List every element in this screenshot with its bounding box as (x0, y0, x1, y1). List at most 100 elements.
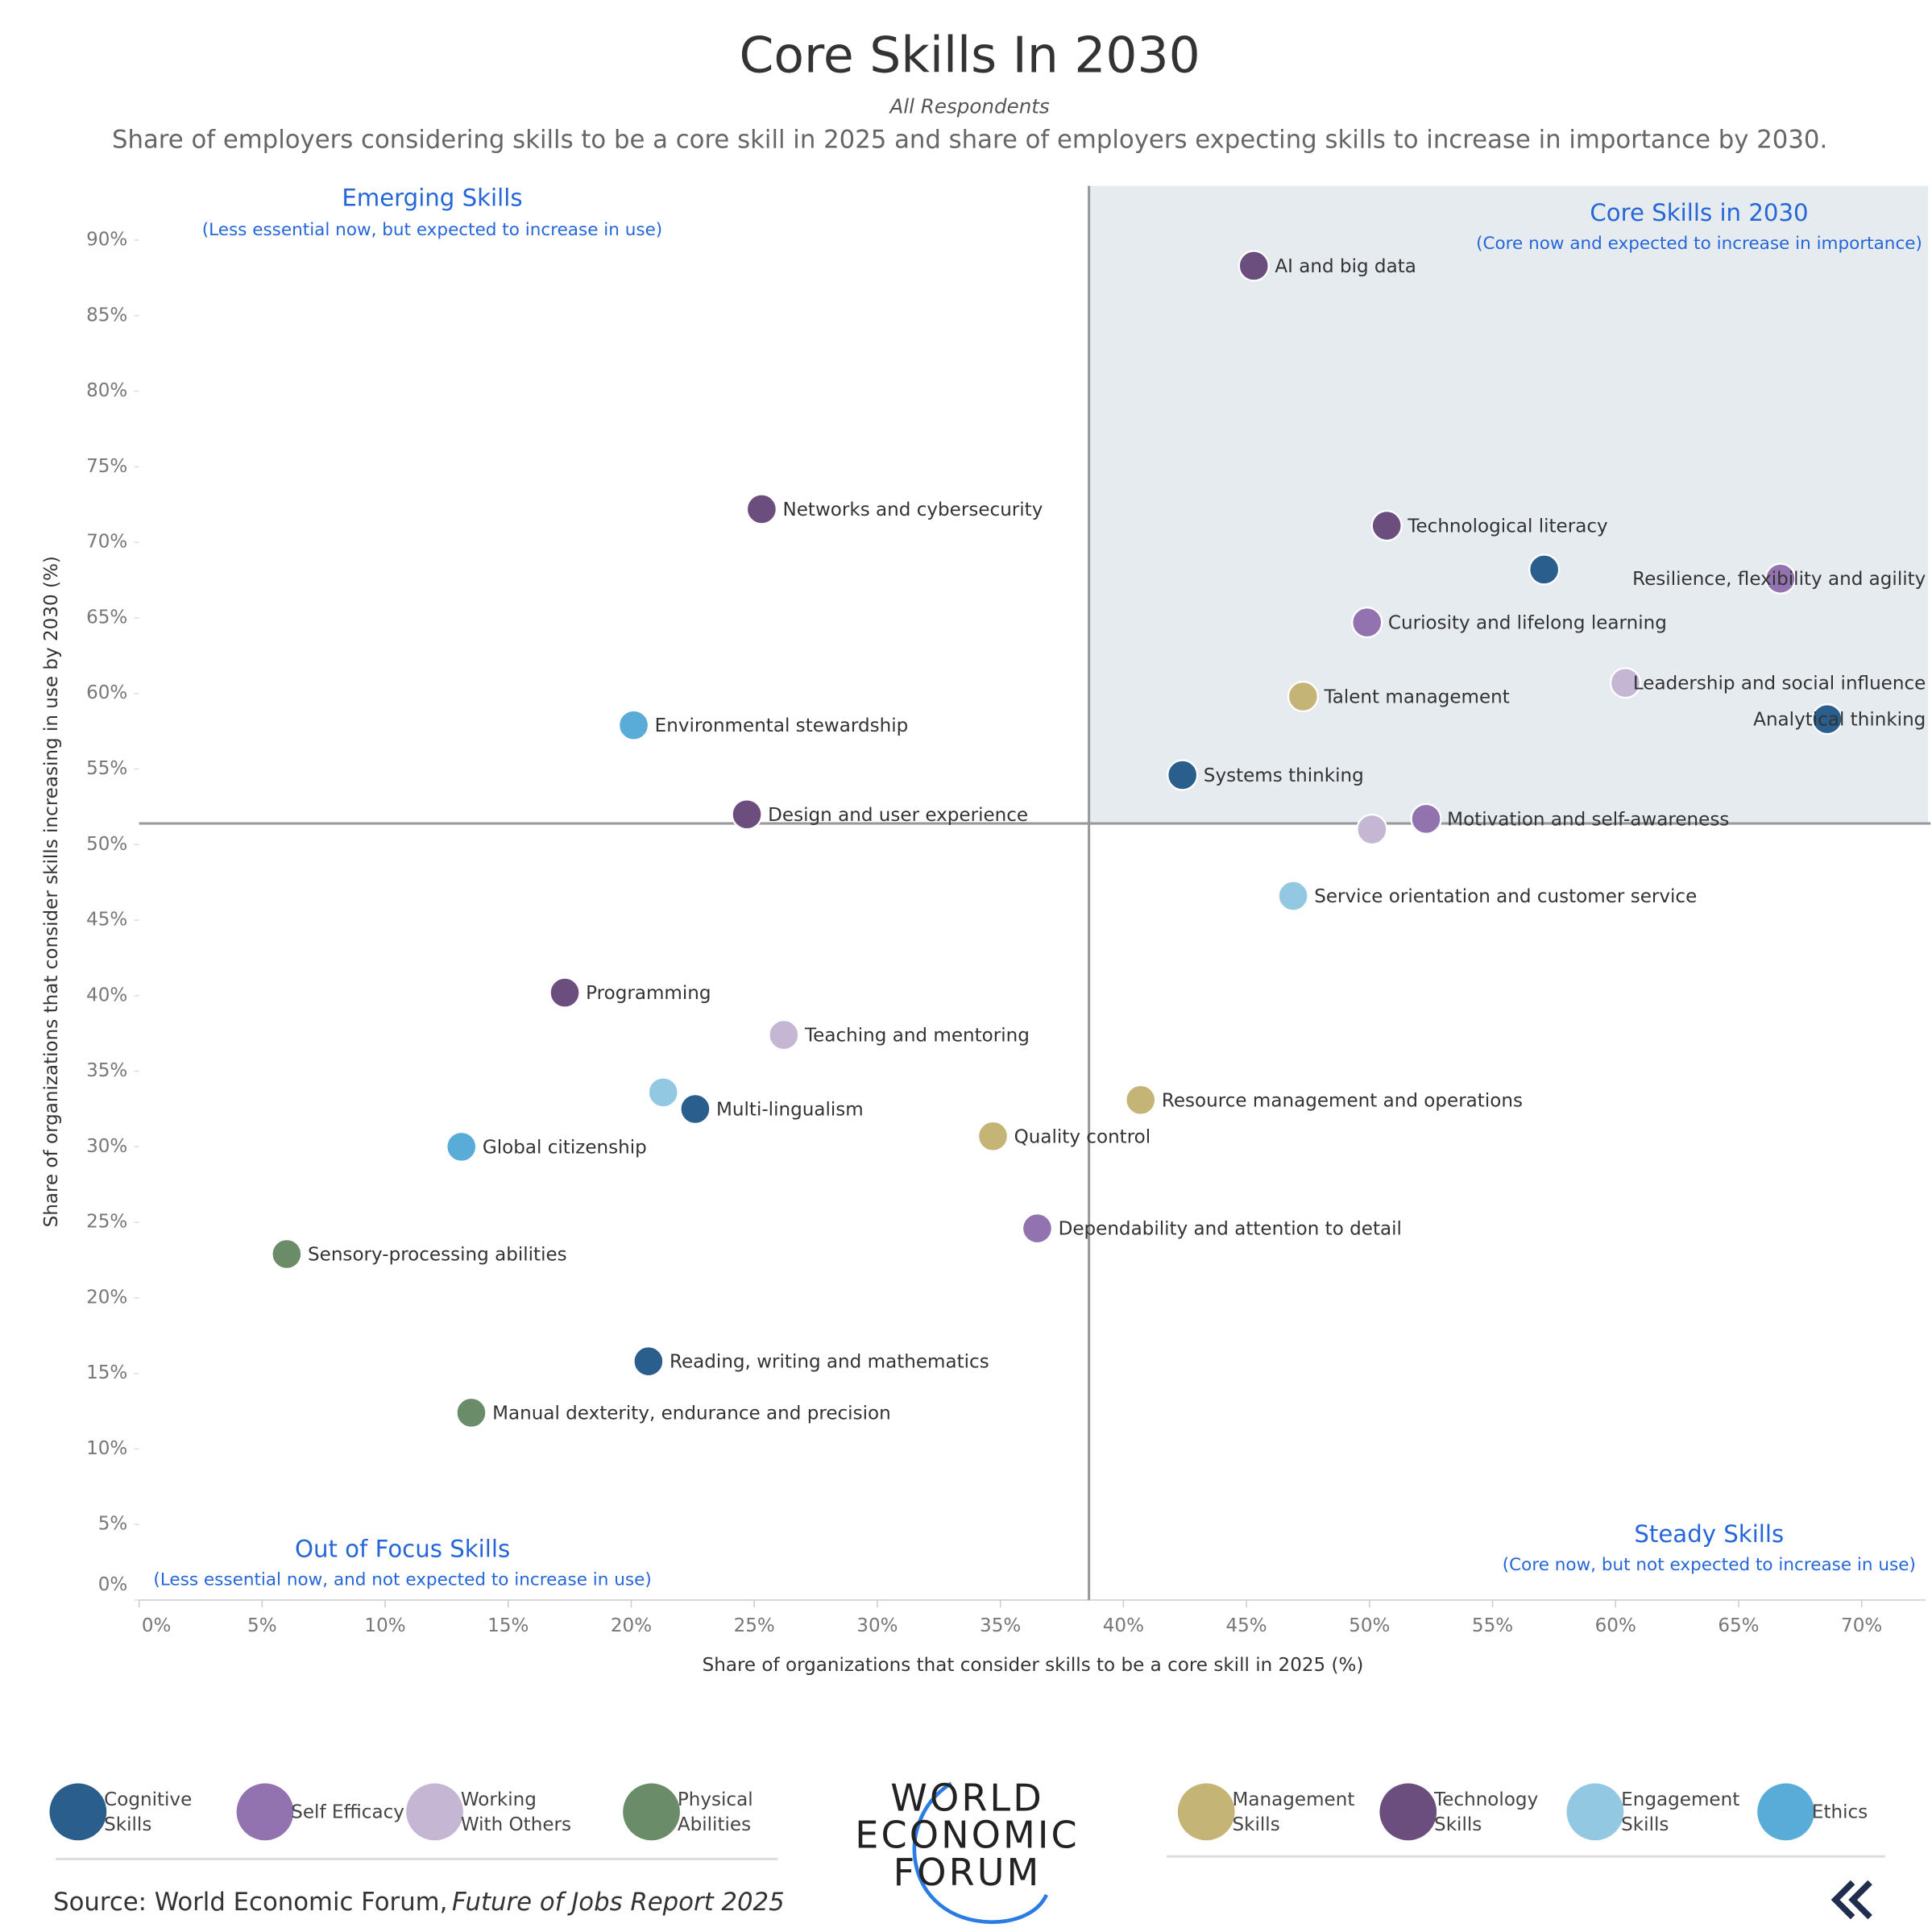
y-tick-label: 45% (86, 910, 127, 931)
point (1351, 606, 1383, 639)
x-tick-label: 15% (487, 1615, 529, 1636)
y-tick-label: 0% (98, 1574, 128, 1595)
point (731, 798, 763, 831)
point (1410, 802, 1442, 835)
point-label: Service orientation and customer service (1314, 886, 1697, 907)
y-tick-label: 90% (86, 230, 127, 251)
logo-arc (912, 1781, 1049, 1925)
point-label: Resilience, flexibility and agility (1632, 569, 1926, 590)
x-axis-label: Share of organizations that consider ski… (703, 1655, 1364, 1676)
point-label: Global citizenship (483, 1137, 647, 1158)
legend-swatch (49, 1783, 107, 1841)
y-tick-label: 15% (86, 1362, 127, 1383)
logo-text: WORLD (890, 1777, 1043, 1820)
plot: 0% 5% 10% 15% 20% 25% 30% 35% 40% 45% 50% 55% 60% 65%… (86, 185, 1931, 1636)
x-tick-label: 10% (364, 1615, 405, 1636)
y-tick-label: 55% (86, 758, 127, 779)
quadrant-note: (Less essential now, and not expected to… (153, 1569, 651, 1590)
legend-item[interactable]: Cognitive Skills (49, 1783, 222, 1841)
x-tick-label: 65% (1718, 1615, 1759, 1636)
legend: Management Skills Technology Skills Engage… (0, 1783, 1932, 1858)
source: Source: World Economic Forum, (53, 1888, 447, 1917)
point-label: Sensory-processing abilities (308, 1245, 567, 1266)
description: Share of employers considering skills to… (112, 126, 1827, 155)
y-tick-label: 85% (86, 305, 127, 325)
quadrant-note: (Core now, but not expected to increase … (1503, 1555, 1916, 1575)
point-label: Reading, writing and mathematics (670, 1352, 989, 1373)
core-quadrant (1088, 185, 1929, 824)
x-tick-label: 5% (247, 1615, 277, 1636)
legend-label: Physical Abilities (677, 1788, 753, 1836)
legend-item[interactable]: Ethics (1757, 1783, 1930, 1841)
point-label: Multi-lingualism (716, 1100, 864, 1121)
point-label: Resource management and operations (1162, 1090, 1523, 1111)
x-tick-label: 45% (1225, 1615, 1267, 1636)
legend-label: Cognitive Skills (104, 1788, 193, 1836)
logo-text: ECONOMIC (855, 1814, 1080, 1857)
legend-item[interactable]: Self Efficacy (236, 1783, 410, 1841)
point (446, 1130, 478, 1163)
point (768, 1019, 800, 1051)
legend-item[interactable]: Engagement Skills (1566, 1783, 1740, 1841)
x-tick-label: 20% (611, 1615, 652, 1636)
quadrant-title: Emerging Skills (342, 184, 522, 211)
point-label: Programming (586, 983, 711, 1004)
point (1021, 1213, 1054, 1245)
y-tick-label: 35% (86, 1060, 127, 1081)
legend-label: Working With Others (460, 1788, 572, 1836)
legend-swatch (236, 1783, 294, 1841)
y-tick-label: 50% (86, 834, 127, 855)
legend-label: Self Efficacy (291, 1801, 404, 1823)
legend-label: Management Skills (1232, 1788, 1355, 1836)
legend-swatch (623, 1783, 680, 1841)
point-label: Quality control (1014, 1126, 1151, 1147)
collapse-icon[interactable] (1830, 1880, 1872, 1920)
point (647, 1076, 679, 1109)
legend-item[interactable]: Working With Others (406, 1783, 579, 1841)
quadrant-title: Out of Focus Skills (295, 1536, 510, 1563)
legend-label: Engagement Skills (1621, 1788, 1740, 1836)
point (632, 1345, 665, 1378)
legend-swatch (1177, 1783, 1235, 1841)
point (1277, 880, 1309, 912)
y-tick-label: 40% (86, 985, 127, 1005)
point-label: AI and big data (1275, 256, 1416, 277)
y-tick-label: 75% (86, 456, 127, 477)
point (1609, 667, 1642, 699)
annotations: Emerging Skills (Less essential now, but… (153, 184, 1922, 1590)
point (1356, 813, 1388, 846)
point-label: Manual dexterity, endurance and precisio… (492, 1403, 891, 1424)
point-label: Leadership and social influence (1633, 674, 1926, 694)
point (617, 709, 650, 741)
legend-item[interactable]: Management Skills (1177, 1783, 1355, 1841)
x-tick-label: 35% (980, 1615, 1021, 1636)
point (976, 1120, 1010, 1152)
legend-item[interactable]: Physical Abilities (623, 1783, 796, 1841)
x-tick-label: 25% (734, 1615, 775, 1636)
point (745, 493, 777, 525)
point-label: Systems thinking (1204, 765, 1364, 786)
x-tick-label: 40% (1103, 1615, 1144, 1636)
logo-text: FORUM (893, 1851, 1042, 1894)
legend-item[interactable]: Technology Skills (1379, 1783, 1553, 1841)
point-label: Technological literacy (1407, 516, 1607, 537)
point (1764, 562, 1797, 595)
legend: Cognitive Skills Self Efficacy Working Wit… (0, 1783, 796, 1858)
point (455, 1396, 487, 1429)
quadrant-note: (Less essential now, but expected to inc… (202, 220, 662, 240)
point (1287, 680, 1319, 713)
point (1167, 759, 1199, 791)
point-label: Curiosity and lifelong learning (1388, 613, 1667, 634)
point (1125, 1084, 1157, 1116)
source-title: Future of Jobs Report 2025 (452, 1888, 785, 1917)
point (679, 1092, 711, 1126)
y-tick-label: 20% (86, 1287, 127, 1308)
legend-swatch (406, 1783, 463, 1841)
point (1811, 703, 1843, 736)
x-tick-label: 0% (142, 1615, 172, 1636)
x-tick-label: 70% (1841, 1615, 1882, 1636)
y-tick-label: 10% (86, 1438, 127, 1459)
